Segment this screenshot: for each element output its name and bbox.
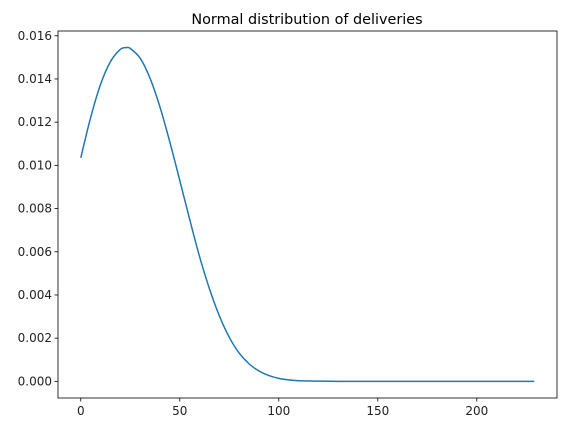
x-tick-label: 50 — [172, 404, 187, 418]
y-tick-label: 0.004 — [18, 288, 52, 302]
plot-area: 0 50 100 150 200 0.0000.0020.0040.0060.0080.… — [18, 29, 558, 418]
y-tick-label: 0.002 — [18, 331, 52, 345]
x-tick-label: 0 — [77, 404, 85, 418]
axes-frame — [57, 30, 558, 399]
x-tick-label: 150 — [366, 404, 389, 418]
y-tick-label: 0.010 — [18, 158, 52, 172]
y-tick-label: 0.014 — [18, 72, 52, 86]
y-axis: 0.000 0.002 0.004 0.006 0.008 0.010 0.012 0.014… — [18, 29, 58, 388]
y-tick-label: 0.016 — [18, 29, 52, 43]
series-line-0 — [80, 46, 535, 383]
x-tick-label: 100 — [267, 404, 290, 418]
y-tick-label: 0.006 — [18, 245, 52, 259]
y-tick-label: 0.008 — [18, 202, 52, 216]
chart-title: Normal distribution of deliveries — [191, 12, 422, 28]
y-tick-label: 0.012 — [18, 115, 52, 129]
x-tick-label: 200 — [465, 404, 488, 418]
y-tick-label: 0.000 — [18, 374, 52, 388]
series-group — [80, 46, 535, 383]
x-axis: 0 50 100 150 200 — [77, 398, 488, 418]
